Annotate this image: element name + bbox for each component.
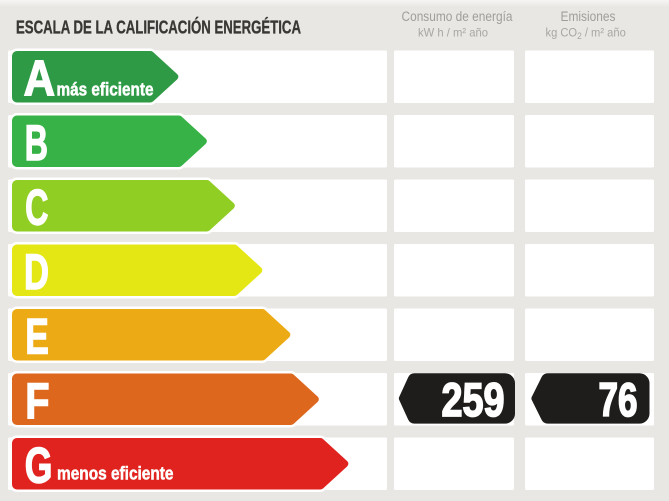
svg-text:C: C xyxy=(25,179,48,235)
svg-text:D: D xyxy=(24,244,49,300)
svg-text:más eficiente: más eficiente xyxy=(57,80,154,100)
svg-text:G: G xyxy=(25,437,53,493)
svg-text:kW h / m² año: kW h / m² año xyxy=(418,25,488,39)
svg-text:E: E xyxy=(25,308,49,364)
svg-text:F: F xyxy=(25,373,49,429)
svg-text:menos eficiente: menos eficiente xyxy=(57,464,174,484)
svg-text:A: A xyxy=(24,50,55,106)
svg-text:Emisiones: Emisiones xyxy=(561,9,616,24)
svg-text:76: 76 xyxy=(599,373,638,426)
svg-text:259: 259 xyxy=(442,373,505,426)
svg-text:kg CO2 / m² año: kg CO2 / m² año xyxy=(546,27,626,41)
svg-text:ESCALA DE LA CALIFICACIÓN ENER: ESCALA DE LA CALIFICACIÓN ENERGÉTICA xyxy=(16,17,301,38)
svg-text:Consumo de energía: Consumo de energía xyxy=(402,9,513,24)
svg-text:B: B xyxy=(25,115,48,171)
